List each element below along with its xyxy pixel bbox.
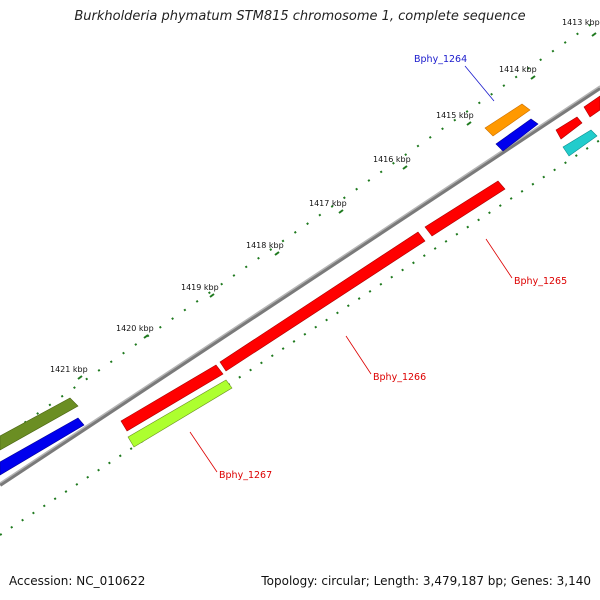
gene-lime-feature[interactable] <box>127 379 233 448</box>
tick-label-1418: 1418 kbp <box>246 241 284 250</box>
major-ticks <box>77 32 597 380</box>
accession-text: Accession: NC_010622 <box>9 574 146 588</box>
callout-bphy-1266 <box>345 335 372 375</box>
genome-backbone-highlight <box>0 85 600 484</box>
gene-blue-feature-left[interactable] <box>0 417 85 476</box>
gene-label-bphy-1266[interactable]: Bphy_1266 <box>373 372 426 383</box>
tick-label-1421: 1421 kbp <box>50 365 88 374</box>
gene-cyan-feature[interactable] <box>562 129 598 157</box>
outer-tick-track <box>0 17 600 441</box>
callout-bphy-1264 <box>464 65 495 102</box>
tick-label-1414: 1414 kbp <box>499 65 537 74</box>
gene-label-bphy-1265[interactable]: Bphy_1265 <box>514 276 567 287</box>
gene-label-bphy-1267[interactable]: Bphy_1267 <box>219 470 272 481</box>
inner-tick-track <box>0 139 600 536</box>
tick-labels: 1413 kbp 1414 kbp 1415 kbp 1416 kbp 1417… <box>50 18 600 374</box>
map-title: Burkholderia phymatum STM815 chromosome … <box>74 9 526 24</box>
gene-olive-feature-left[interactable] <box>0 397 79 451</box>
gene-bphy-1264-feature[interactable] <box>484 103 531 137</box>
gene-bphy-1267-feature[interactable] <box>120 364 224 432</box>
tick-label-1416: 1416 kbp <box>373 155 411 164</box>
callout-bphy-1265 <box>485 238 513 279</box>
gene-label-bphy-1264[interactable]: Bphy_1264 <box>414 54 467 65</box>
callout-bphy-1267 <box>189 431 218 473</box>
genome-summary-text: Topology: circular; Length: 3,479,187 bp… <box>261 574 591 588</box>
gene-blue-feature-a[interactable] <box>495 118 539 152</box>
tick-label-1417: 1417 kbp <box>309 199 347 208</box>
genome-backbone <box>0 86 600 487</box>
tick-label-1420: 1420 kbp <box>116 324 154 333</box>
tick-label-1413: 1413 kbp <box>562 18 600 27</box>
tick-label-1415: 1415 kbp <box>436 111 474 120</box>
tick-label-1419: 1419 kbp <box>181 283 219 292</box>
gene-red-feature-top-right[interactable] <box>583 95 600 118</box>
gene-red-feature-small[interactable] <box>555 116 583 140</box>
gene-bphy-1266-feature[interactable] <box>219 231 426 372</box>
gene-bphy-1265-feature[interactable] <box>424 180 506 237</box>
